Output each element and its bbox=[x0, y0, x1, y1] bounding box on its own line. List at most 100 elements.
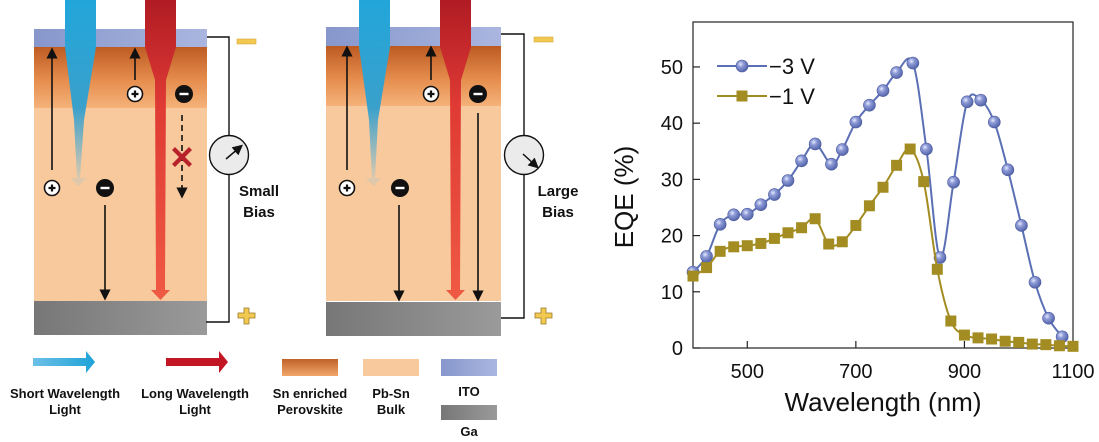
circuit-wire bbox=[501, 33, 525, 319]
data-point-minus-1v bbox=[823, 238, 835, 250]
bulk-swatch bbox=[363, 359, 419, 376]
x-tick-label: 500 bbox=[731, 361, 764, 383]
y-tick-label: 20 bbox=[661, 226, 683, 248]
panel-small-bias bbox=[34, 0, 257, 335]
electron-icon bbox=[469, 85, 487, 103]
electron-icon bbox=[175, 85, 193, 103]
legend-line2: Bulk bbox=[376, 402, 406, 417]
data-point-minus-1v bbox=[945, 315, 957, 327]
data-point-minus-1v bbox=[1053, 340, 1065, 352]
ga-layer bbox=[326, 302, 501, 336]
legend-line2: Perovskite bbox=[277, 402, 343, 417]
blocked-x-icon bbox=[172, 147, 192, 167]
y-tick-label: 0 bbox=[672, 338, 683, 360]
plus-sign-icon bbox=[237, 307, 256, 325]
data-point-minus-1v bbox=[877, 181, 889, 193]
ga-swatch bbox=[441, 405, 497, 420]
ito-layer bbox=[34, 29, 207, 47]
legend-label-sn-enriched: Sn enriched Perovskite bbox=[262, 386, 358, 418]
data-point-minus-3v bbox=[700, 250, 713, 263]
data-point-minus-3v bbox=[1001, 163, 1015, 177]
data-point-minus-1v bbox=[863, 200, 875, 212]
data-point-minus-1v bbox=[755, 237, 767, 249]
long-wavelength-legend-arrow bbox=[166, 351, 228, 373]
short-wavelength-beam bbox=[359, 0, 390, 178]
legend-label-ga: Ga bbox=[460, 424, 478, 439]
data-point-minus-1v bbox=[796, 222, 808, 234]
bias-label-line1: Large bbox=[537, 183, 579, 200]
data-point-minus-3v bbox=[795, 154, 808, 168]
y-tick-label: 40 bbox=[661, 113, 683, 135]
legend-label: −3 V bbox=[769, 54, 815, 79]
short-beam-tip bbox=[71, 178, 86, 186]
data-point-minus-3v bbox=[754, 198, 768, 211]
data-point-minus-1v bbox=[850, 219, 862, 231]
plus-sign-icon bbox=[534, 307, 553, 325]
data-point-minus-1v bbox=[768, 232, 780, 244]
data-point-minus-3v bbox=[740, 207, 754, 221]
data-point-minus-3v bbox=[1042, 311, 1055, 325]
data-point-minus-3v bbox=[1015, 219, 1028, 232]
minus-sign-icon bbox=[533, 36, 554, 43]
data-point-minus-1v bbox=[687, 270, 699, 282]
ito-swatch bbox=[441, 359, 497, 376]
data-point-minus-3v bbox=[849, 115, 863, 129]
data-point-minus-3v bbox=[987, 115, 1001, 129]
legend-line2: Light bbox=[49, 402, 81, 417]
legend-label-short-wavelength: Short Wavelength Light bbox=[0, 386, 134, 418]
long-wavelength-beam bbox=[145, 0, 176, 300]
data-point-minus-1v bbox=[741, 240, 753, 252]
x-tick-label: 700 bbox=[839, 361, 872, 383]
data-point-minus-1v bbox=[782, 227, 794, 239]
data-point-minus-1v bbox=[1013, 336, 1025, 348]
legend-marker-circle bbox=[735, 59, 749, 73]
data-point-minus-3v bbox=[890, 66, 903, 79]
bias-label-line1: Small bbox=[238, 183, 280, 200]
short-wavelength-beam bbox=[65, 0, 96, 178]
hole-icon bbox=[422, 85, 440, 103]
data-point-minus-3v bbox=[781, 174, 795, 187]
y-tick-label: 50 bbox=[661, 57, 683, 79]
legend-label-ito: ITO bbox=[458, 384, 480, 399]
y-tick-label: 10 bbox=[661, 282, 683, 304]
data-point-minus-3v bbox=[863, 98, 876, 112]
bias-label-line2: Bias bbox=[542, 204, 574, 221]
short-wavelength-legend-arrow bbox=[33, 351, 95, 373]
data-point-minus-1v bbox=[714, 245, 726, 257]
eqe-chart: 0 10 20 30 40 50 500 700 900 1100 Wavelength (nm) E… bbox=[609, 21, 1095, 417]
data-point-minus-3v bbox=[808, 137, 822, 151]
short-beam-tip bbox=[366, 178, 381, 186]
device-diagrams bbox=[33, 0, 554, 420]
data-point-minus-3v bbox=[933, 251, 947, 264]
data-point-minus-1v bbox=[931, 263, 943, 275]
bias-label-large: Large Bias bbox=[525, 181, 591, 223]
data-point-minus-3v bbox=[1028, 275, 1042, 289]
data-point-minus-1v bbox=[836, 236, 848, 248]
x-tick-label: 900 bbox=[948, 361, 981, 383]
legend-line2: Light bbox=[179, 402, 211, 417]
data-point-minus-3v bbox=[727, 208, 741, 222]
data-point-minus-3v bbox=[920, 142, 933, 156]
data-point-minus-1v bbox=[904, 143, 916, 155]
chart-legend: −3 V −1 V bbox=[717, 54, 815, 109]
chart-axes: 0 10 20 30 40 50 500 700 900 1100 Wavelength (nm) E… bbox=[609, 21, 1095, 417]
chart-series bbox=[686, 56, 1079, 352]
legend-marker-square bbox=[736, 90, 748, 102]
legend-line1: Pb-Sn bbox=[372, 386, 410, 401]
legend-label-long-wavelength: Long Wavelength Light bbox=[130, 386, 260, 418]
x-tick-label: 1100 bbox=[1051, 361, 1094, 383]
ga-layer bbox=[34, 301, 207, 335]
data-point-minus-1v bbox=[1026, 338, 1038, 350]
ito-layer bbox=[326, 27, 501, 46]
ammeter-icon bbox=[208, 134, 250, 176]
data-point-minus-3v bbox=[960, 95, 974, 109]
long-wavelength-beam bbox=[440, 0, 471, 300]
data-point-minus-1v bbox=[1067, 340, 1079, 352]
hole-icon bbox=[43, 179, 61, 197]
legend-swatches bbox=[33, 351, 497, 420]
data-point-minus-3v bbox=[906, 56, 920, 70]
data-point-minus-3v bbox=[825, 157, 838, 171]
data-point-minus-3v bbox=[768, 188, 781, 201]
x-axis-label: Wavelength (nm) bbox=[785, 387, 982, 417]
y-axis-label: EQE (%) bbox=[609, 146, 639, 249]
